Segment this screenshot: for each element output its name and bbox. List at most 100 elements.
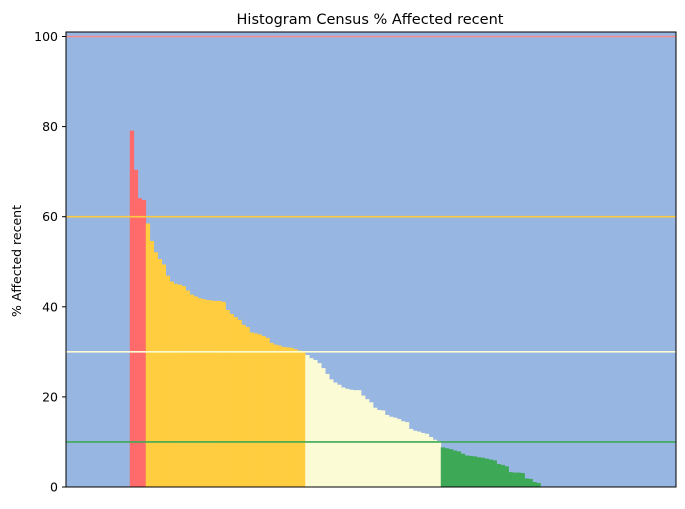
histogram-bar (229, 314, 234, 487)
histogram-bar (384, 414, 390, 487)
histogram-bar (532, 482, 537, 487)
histogram-bar (357, 390, 362, 487)
histogram-bar (500, 464, 505, 487)
histogram-bar (365, 399, 370, 487)
y-tick-label: 20 (42, 389, 58, 404)
histogram-bar (189, 294, 194, 487)
histogram-bar (249, 332, 254, 487)
histogram-bar (333, 382, 338, 487)
histogram-bar (273, 344, 278, 487)
histogram-bar (460, 453, 466, 487)
histogram-bar (516, 472, 521, 487)
histogram-bar (488, 459, 493, 487)
histogram-bar (265, 337, 270, 487)
histogram-bar (221, 301, 226, 487)
chart-title: Histogram Census % Affected recent (237, 12, 504, 28)
y-tick-label: 40 (42, 299, 58, 314)
histogram-bar (129, 130, 135, 487)
plot-frame (65, 31, 677, 488)
histogram-bar (317, 363, 322, 487)
histogram-bar (456, 451, 462, 487)
histogram-bar (177, 284, 182, 487)
histogram-bar (157, 259, 163, 487)
histogram-bar (169, 281, 174, 487)
histogram-bar (241, 324, 246, 487)
histogram-bar (277, 345, 282, 487)
histogram-bar (173, 283, 178, 487)
histogram-bar (496, 464, 501, 487)
histogram-bar (392, 417, 398, 487)
histogram-bar (141, 200, 147, 487)
histogram-bar (293, 349, 298, 487)
y-tick-label: 80 (42, 119, 58, 134)
histogram-bar (237, 319, 242, 487)
histogram-bar (181, 286, 186, 487)
histogram-bar (436, 441, 442, 487)
histogram-bar (301, 351, 306, 487)
histogram-bar (341, 387, 346, 487)
y-tick-label: 100 (34, 29, 58, 44)
y-tick-label: 0 (50, 480, 58, 495)
histogram-bar (217, 300, 222, 487)
histogram-bar (492, 460, 497, 487)
histogram-bar (253, 333, 258, 487)
histogram-bar (472, 456, 478, 487)
histogram-bar (444, 448, 450, 487)
histogram-bar (476, 457, 481, 487)
histogram-bar (145, 223, 151, 487)
histogram-bar (484, 458, 489, 487)
histogram-bar (353, 390, 358, 487)
y-axis: 0 20 40 60 80 100 (34, 29, 66, 495)
y-tick-label: 60 (42, 209, 58, 224)
histogram-bar (185, 290, 190, 487)
histogram-bar (285, 347, 290, 487)
histogram-bar (161, 264, 167, 487)
histogram-bar (297, 350, 302, 487)
histogram-bar (345, 388, 350, 487)
histogram-bar (440, 447, 446, 487)
histogram-bar (372, 407, 378, 487)
histogram-bar (225, 309, 230, 487)
histogram-bar (400, 421, 406, 487)
histogram-bar (289, 347, 294, 487)
histogram-bar (281, 346, 286, 487)
histogram-bar (388, 416, 394, 487)
histogram-bar (213, 300, 218, 487)
histogram-bar (508, 472, 513, 487)
histogram-bar (349, 389, 354, 487)
histogram-bar (480, 457, 485, 487)
histogram-bar (396, 418, 402, 487)
histogram-bar (428, 437, 434, 487)
histogram-bar (245, 327, 250, 487)
histogram-bar (380, 410, 386, 487)
histogram-bar (520, 473, 525, 487)
histogram-bar (153, 252, 159, 487)
histogram-bar (309, 358, 314, 487)
histogram-bar (448, 449, 454, 487)
histogram-bar (536, 482, 541, 487)
histogram-bar (197, 298, 202, 487)
histogram-bar (133, 169, 139, 487)
reference-lines-layer (66, 35, 676, 443)
histogram-bar (416, 431, 422, 487)
histogram-bar (464, 455, 470, 487)
histogram-bar (424, 433, 430, 487)
histogram-bar (261, 336, 266, 487)
histogram-bar (376, 409, 382, 487)
histogram-bar (149, 241, 155, 487)
histogram-bar (313, 359, 318, 487)
histogram-bar (305, 355, 310, 487)
histogram-bar (412, 430, 418, 487)
histogram-bar (137, 198, 143, 488)
histogram-bar (369, 402, 374, 487)
histogram-bar (452, 450, 458, 487)
bars-layer (129, 130, 541, 488)
histogram-bar (468, 455, 474, 487)
histogram-bar (512, 472, 517, 487)
histogram-bar (321, 368, 326, 487)
histogram-bar (408, 428, 414, 487)
histogram-bar (201, 299, 206, 487)
histogram-bar (420, 432, 426, 487)
